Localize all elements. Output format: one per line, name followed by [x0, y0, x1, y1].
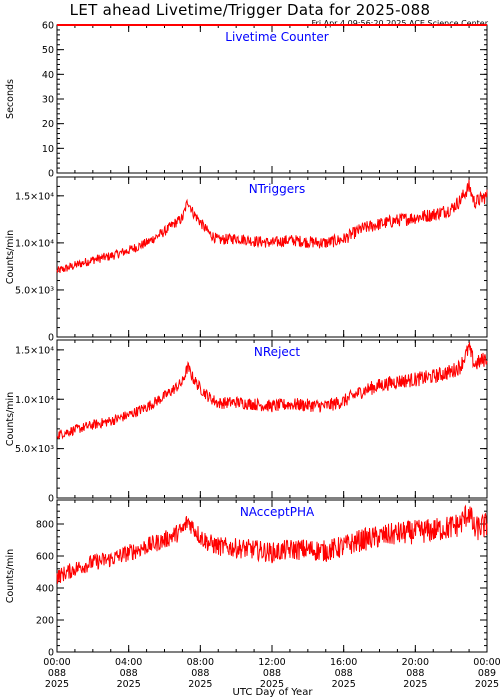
y-tick-label: 0 [48, 494, 54, 505]
x-tick-label-year: 2025 [188, 679, 212, 690]
y-tick-label: 200 [36, 616, 54, 627]
y-tick-label: 40 [42, 70, 54, 81]
y-tick-label: 5.0×10³ [15, 285, 54, 296]
x-tick-label-doy: 088 [335, 668, 353, 679]
panel-title: NAcceptPHA [240, 505, 315, 519]
x-tick-label-year: 2025 [332, 679, 356, 690]
panel-title: NReject [254, 345, 300, 359]
data-line [56, 504, 488, 584]
timestamp: Fri Apr 4 09:56:20 2025 ACE Science Cent… [311, 19, 488, 28]
x-tick-label-year: 2025 [475, 679, 499, 690]
chart-title: LET ahead Livetime/Trigger Data for 2025… [69, 1, 431, 19]
y-axis-label: Counts/min [5, 549, 16, 603]
y-tick-label: 1.0×10⁴ [15, 238, 54, 249]
x-tick-label-doy: 088 [48, 668, 66, 679]
x-tick-label: 08:00 [187, 657, 214, 668]
y-axis-label: Counts/min [5, 230, 16, 284]
y-axis-label: Seconds [5, 79, 16, 119]
y-tick-label: 50 [42, 45, 54, 56]
panel-2 [56, 176, 488, 338]
x-tick-label: 00:00 [473, 657, 500, 668]
panel-4 [56, 499, 488, 653]
y-tick-label: 1.5×10⁴ [15, 345, 54, 356]
x-tick-label: 16:00 [330, 657, 357, 668]
data-line [56, 179, 488, 274]
x-tick-label-doy: 088 [263, 668, 281, 679]
y-tick-label: 60 [42, 21, 54, 32]
y-tick-label: 5.0×10³ [15, 444, 54, 455]
panel-3 [56, 339, 488, 499]
y-tick-label: 0 [48, 169, 54, 180]
plot-frame [56, 24, 488, 174]
x-tick-label-year: 2025 [45, 679, 69, 690]
y-tick-label: 1.0×10⁴ [15, 395, 54, 406]
y-tick-label: 600 [36, 552, 54, 563]
x-tick-label: 00:00 [43, 657, 70, 668]
x-axis-label: UTC Day of Year [232, 687, 313, 698]
y-tick-label: 800 [36, 520, 54, 531]
x-tick-label-doy: 088 [191, 668, 209, 679]
y-tick-label: 0 [48, 333, 54, 344]
y-tick-label: 400 [36, 584, 54, 595]
plot-frame [56, 339, 488, 499]
data-line [56, 342, 488, 440]
x-tick-label: 12:00 [258, 657, 285, 668]
x-tick-label-year: 2025 [260, 679, 284, 690]
x-tick-label: 20:00 [402, 657, 429, 668]
y-tick-label: 30 [42, 95, 54, 106]
x-tick-label: 04:00 [115, 657, 142, 668]
x-tick-label-doy: 088 [120, 668, 138, 679]
x-tick-label-year: 2025 [403, 679, 427, 690]
y-tick-label: 1.5×10⁴ [15, 191, 54, 202]
x-tick-label-year: 2025 [117, 679, 141, 690]
panel-1 [56, 24, 488, 174]
y-axis-label: Counts/min [5, 392, 16, 446]
y-tick-label: 20 [42, 119, 54, 130]
y-tick-label: 0 [48, 648, 54, 659]
plot-frame [56, 176, 488, 338]
y-tick-label: 10 [42, 144, 54, 155]
x-tick-label-doy: 089 [478, 668, 496, 679]
x-tick-label-doy: 088 [406, 668, 424, 679]
panel-title: Livetime Counter [225, 30, 328, 44]
panel-title: NTriggers [249, 182, 306, 196]
